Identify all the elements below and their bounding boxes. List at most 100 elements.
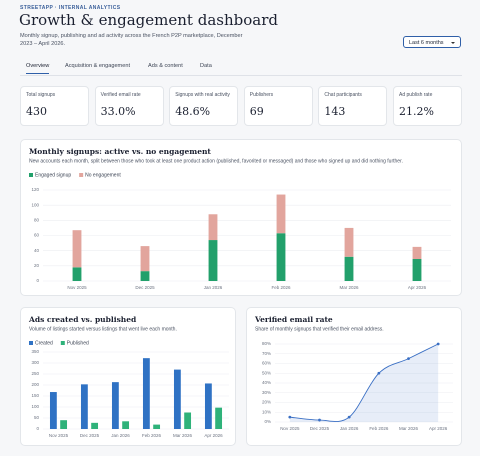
point [288,415,292,419]
y-tick-label: 40 [34,248,40,253]
chart-subtitle: New accounts each month, split between t… [29,158,403,164]
x-tick-label: Dec 2025 [310,426,330,431]
tab[interactable]: Overview [26,63,50,74]
bar [111,382,119,429]
chart-subtitle: Share of monthly signups that verified t… [255,326,384,332]
y-tick-label: 60% [262,361,271,366]
chart: Ads created vs. published Volume of listi… [28,315,229,438]
y-tick-label: 20% [262,400,271,405]
x-tick-label: Feb 2026 [142,433,162,438]
tab[interactable]: Data [200,63,212,69]
caret [451,42,455,44]
chart-subtitle: Volume of listings started versus listin… [29,326,177,332]
bar [91,422,99,429]
y-tick-label: 70% [262,351,271,356]
y-tick-label: 60 [34,233,40,238]
y-tick-label: 80% [262,341,271,346]
page-title: Growth & engagement dashboard [19,11,278,29]
x-tick-label: Nov 2025 [280,426,300,431]
x-tick-label: Jan 2026 [204,285,223,290]
y-tick-label: 0 [36,278,39,283]
legend-label: Engaged signup [35,172,71,178]
chart-card: Monthly signups: active vs. no engagemen… [20,139,462,296]
y-tick-label: 20 [34,263,40,268]
bar-segment [412,246,422,260]
bar-segment [344,227,354,257]
bar [153,424,161,429]
chart-title: Monthly signups: active vs. no engagemen… [29,147,211,156]
x-tick-label: Mar 2026 [173,433,193,438]
y-tick-label: 50% [262,370,271,375]
x-tick-label: Apr 2026 [204,433,223,438]
bar-segment [276,233,286,281]
kpi-label: Publishers [249,92,274,98]
legend-swatch [79,173,84,177]
kpi-label: Ad publish rate [399,92,433,98]
x-tick-label: Feb 2026 [271,285,291,290]
x-tick-label: Mar 2026 [339,285,359,290]
legend-label: Published [67,340,89,346]
kpi-card: Publishers 69 [243,86,313,126]
y-tick-label: 30% [262,390,271,395]
chart-card: Verified email rate Share of monthly sign… [246,307,462,446]
kpi-card: Ad publish rate 21.2% [393,86,462,126]
x-tick-label: Feb 2026 [369,426,389,431]
y-tick-label: 350 [31,349,39,354]
x-tick-label: Nov 2025 [67,285,87,290]
x-tick-label: Nov 2025 [49,433,69,438]
kpi-value: 143 [324,105,346,118]
point [347,415,351,419]
range-select[interactable]: Last 6 months [403,36,461,48]
chart: Monthly signups: active vs. no engagemen… [29,147,451,290]
legend-label: No engagement [85,172,121,178]
y-tick-label: 300 [31,360,39,365]
y-tick-label: 10% [262,409,271,414]
bar-segment [208,240,218,281]
tab[interactable]: Acquisition & engagement [65,63,130,69]
kpi-card: Verified email rate 33.0% [94,86,164,126]
x-tick-label: Jan 2026 [340,426,359,431]
y-tick-label: 0% [264,419,271,424]
kpi-label: Chat participants [324,92,362,98]
y-tick-label: 150 [31,393,39,398]
legend-swatch [60,341,65,345]
bar-segment [140,271,150,281]
bar [184,412,192,429]
kpi-value: 33.0% [100,105,136,118]
bar [122,421,130,429]
legend-swatch [29,173,33,177]
kpi-card: Total signups 430 [20,86,89,126]
bar [49,392,57,429]
area [289,344,439,422]
x-tick-label: Mar 2026 [399,426,419,431]
y-tick-label: 100 [31,404,39,409]
range-select-label: Last 6 months [409,40,444,46]
x-tick-label: Dec 2025 [135,285,155,290]
eyebrow: STREETAPP · INTERNAL ANALYTICS [20,5,121,11]
chart-title: Ads created vs. published [28,315,137,324]
bar-segment [72,230,82,268]
kpi-label: Verified email rate [100,92,141,98]
bar-segment [140,246,150,272]
kpi-card: Signups with real activity 48.6% [169,86,239,126]
point [436,342,440,346]
point [377,371,381,375]
line [289,343,439,422]
chart: Verified email rate Share of monthly sign… [254,315,453,431]
bar [173,369,181,429]
x-tick-label: Jan 2026 [111,433,130,438]
kpi-value: 21.2% [399,105,434,118]
bar-segment [412,259,422,281]
kpi-label: Total signups [26,92,56,98]
bar [204,383,212,429]
page-subtitle: Monthly signup, publishing and ad activi… [20,33,243,47]
kpi-value: 430 [26,105,47,118]
bar [142,358,150,429]
tab[interactable]: Ads & content [148,63,183,69]
y-tick-label: 250 [31,371,39,376]
bar [60,420,68,429]
x-tick-label: Dec 2025 [80,433,100,438]
bar-segment [208,214,218,241]
bar [80,384,88,429]
